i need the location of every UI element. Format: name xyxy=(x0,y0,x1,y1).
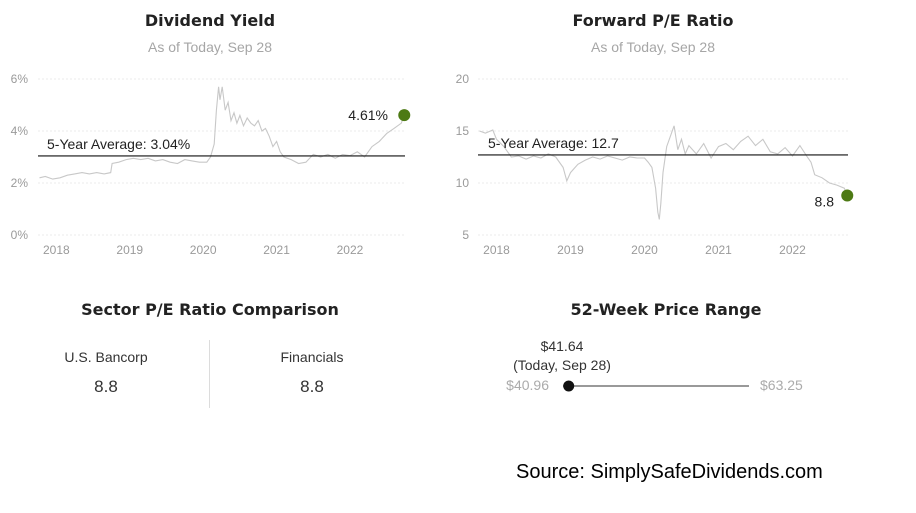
forward-pe-current-marker xyxy=(841,189,854,202)
dividend-yield-x-tick: 2020 xyxy=(190,243,217,257)
dividend-yield-series-line xyxy=(39,86,405,180)
dividend-yield-y-tick: 4% xyxy=(11,124,29,138)
forward-pe-average-label: 5-Year Average: 12.7 xyxy=(488,135,619,151)
sector-pe-title: Sector P/E Ratio Comparison xyxy=(81,300,339,319)
forward-pe-x-tick: 2020 xyxy=(631,243,658,257)
dividend-yield-current-marker xyxy=(398,109,411,122)
dividend-yield-subtitle: As of Today, Sep 28 xyxy=(147,39,272,55)
range-high: $63.25 xyxy=(760,377,803,393)
forward-pe-y-tick: 10 xyxy=(456,176,470,190)
company-pe-value: 8.8 xyxy=(94,377,118,396)
current-price-marker xyxy=(563,380,575,392)
dividend-yield-y-tick: 2% xyxy=(11,176,29,190)
dividend-yield-x-tick: 2022 xyxy=(337,243,364,257)
sector-name: Financials xyxy=(280,349,344,365)
dividend-yield-average-label: 5-Year Average: 3.04% xyxy=(47,136,190,152)
dividend-yield-current-label: 4.61% xyxy=(348,107,388,123)
forward-pe-x-tick: 2018 xyxy=(483,243,510,257)
forward-pe-chart: 20 15 10 5 2018 2019 2020 2021 2022 5-Year Averag… xyxy=(456,72,854,257)
dividend-yield-x-tick: 2021 xyxy=(263,243,290,257)
dividend-yield-x-tick: 2018 xyxy=(43,243,70,257)
forward-pe-y-tick: 5 xyxy=(462,228,469,242)
dividend-yield-y-tick: 6% xyxy=(11,72,29,86)
range-low: $40.96 xyxy=(506,377,549,393)
current-price-note: (Today, Sep 28) xyxy=(513,357,611,373)
forward-pe-x-tick: 2022 xyxy=(779,243,806,257)
current-price: $41.64 xyxy=(540,338,584,354)
forward-pe-y-tick: 15 xyxy=(456,124,470,138)
company-name: U.S. Bancorp xyxy=(64,349,148,365)
sector-divider xyxy=(209,340,210,408)
price-range-bar xyxy=(563,380,749,392)
forward-pe-x-tick: 2019 xyxy=(557,243,584,257)
forward-pe-x-tick: 2021 xyxy=(705,243,732,257)
forward-pe-subtitle: As of Today, Sep 28 xyxy=(590,39,715,55)
dividend-yield-title: Dividend Yield xyxy=(144,11,276,30)
forward-pe-current-label: 8.8 xyxy=(815,193,835,209)
dividend-yield-y-tick: 0% xyxy=(11,228,29,242)
sector-pe-value: 8.8 xyxy=(300,377,324,396)
source-credit: Source: SimplySafeDividends.com xyxy=(516,461,823,483)
dividend-yield-chart: 6% 4% 2% 0% 2018 2019 2020 2021 2022 5-Year Avera… xyxy=(11,72,411,257)
forward-pe-title: Forward P/E Ratio xyxy=(572,11,734,30)
price-range-title: 52-Week Price Range xyxy=(570,300,762,319)
dividend-yield-x-tick: 2019 xyxy=(116,243,143,257)
forward-pe-y-tick: 20 xyxy=(456,72,470,86)
